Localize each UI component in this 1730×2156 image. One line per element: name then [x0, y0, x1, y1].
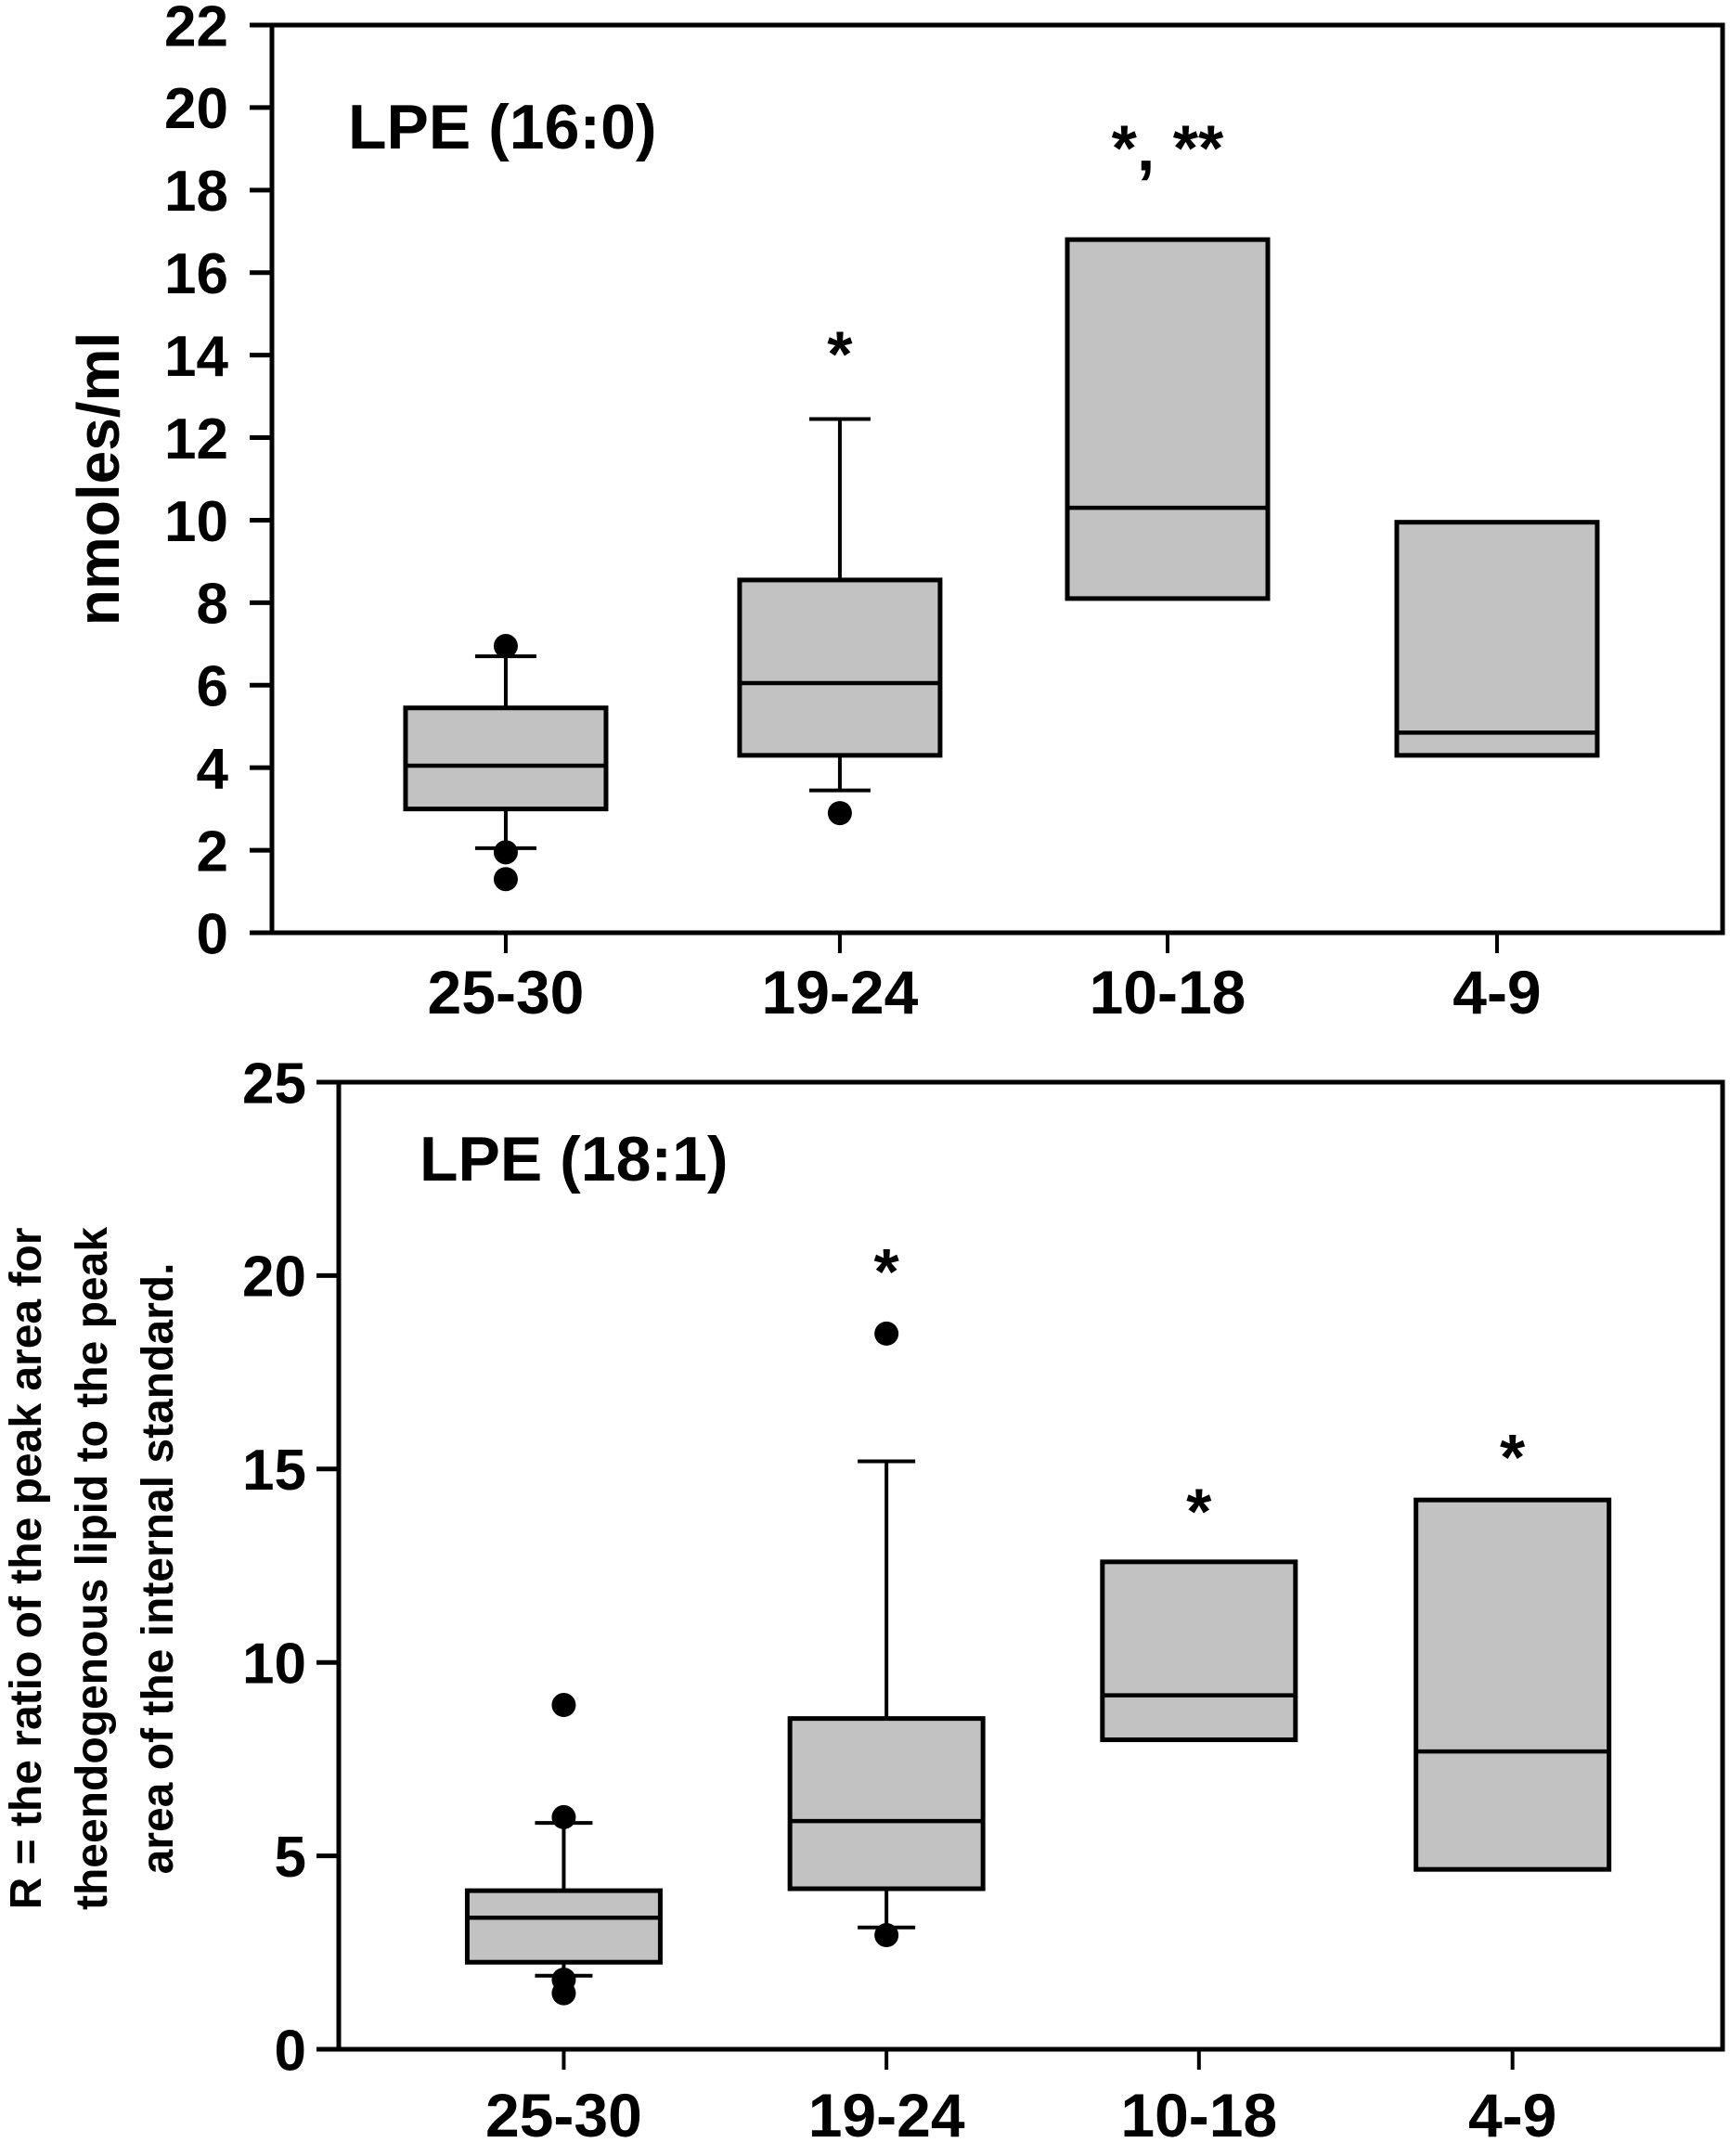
y-tick-label: 4	[197, 738, 229, 802]
y-tick-label: 18	[164, 160, 228, 224]
box-4-9	[1414, 1497, 1612, 1872]
box-25-30	[403, 705, 609, 812]
y-tick-label: 0	[197, 902, 228, 966]
x-category-label: 19-24	[808, 2081, 965, 2150]
x-category-label: 4-9	[1452, 958, 1541, 1026]
x-category-label: 10-18	[1120, 2081, 1277, 2150]
outlier-dot	[874, 1923, 899, 1948]
y-axis-label: theendogenous lipid to the peak	[68, 1227, 117, 1910]
y-tick-label: 6	[197, 655, 228, 719]
x-category-label: 25-30	[485, 2081, 642, 2150]
outlier-dot	[827, 801, 852, 826]
outlier-dot	[551, 1693, 576, 1718]
panel-title: LPE (16:0)	[348, 92, 657, 162]
outlier-dot	[493, 840, 518, 865]
significance-annotation: *	[1500, 1421, 1526, 1493]
y-tick-label: 20	[164, 77, 228, 141]
y-tick-label: 10	[242, 1633, 306, 1697]
y-tick-label: 0	[275, 2019, 306, 2083]
outlier-dot	[874, 1321, 899, 1346]
significance-annotation: *, **	[1112, 111, 1224, 184]
x-category-label: 19-24	[762, 958, 919, 1026]
plot-frame-lpe-18-1	[336, 1079, 1725, 2052]
y-tick-label: 20	[242, 1246, 306, 1310]
plot-frame-lpe-16-0	[269, 22, 1725, 936]
y-tick-label: 14	[164, 325, 228, 389]
y-tick-label: 5	[275, 1826, 306, 1890]
x-category-label: 25-30	[428, 958, 585, 1026]
x-category-label: 4-9	[1468, 2081, 1556, 2150]
y-axis-label: nmoles/ml	[65, 332, 132, 626]
y-tick-label: 8	[197, 573, 228, 637]
y-tick-label: 16	[164, 242, 228, 306]
box-4-9	[1394, 520, 1600, 758]
box-10-18	[1065, 237, 1271, 601]
significance-annotation: *	[1186, 1476, 1212, 1548]
box-25-30	[464, 1888, 663, 1965]
y-tick-label: 22	[164, 0, 228, 58]
x-category-label: 10-18	[1090, 958, 1246, 1026]
outlier-dot	[493, 867, 518, 892]
y-tick-label: 15	[242, 1439, 306, 1503]
y-tick-label: 10	[164, 490, 228, 554]
panel-title: LPE (18:1)	[420, 1124, 729, 1194]
box-19-24	[737, 577, 943, 758]
significance-annotation: *	[874, 1235, 900, 1308]
y-tick-label: 12	[164, 407, 228, 471]
outlier-dot	[551, 1981, 576, 2006]
y-tick-label: 25	[242, 1052, 306, 1116]
outlier-dot	[551, 1804, 576, 1829]
box-19-24	[787, 1716, 986, 1891]
significance-annotation: *	[827, 318, 853, 391]
box-10-18	[1100, 1559, 1298, 1743]
y-axis-label: R = the ratio of the peak area for	[2, 1228, 51, 1910]
y-tick-label: 2	[197, 820, 228, 884]
outlier-dot	[493, 634, 518, 659]
y-axis-label: area of the internal standard.	[134, 1263, 183, 1875]
